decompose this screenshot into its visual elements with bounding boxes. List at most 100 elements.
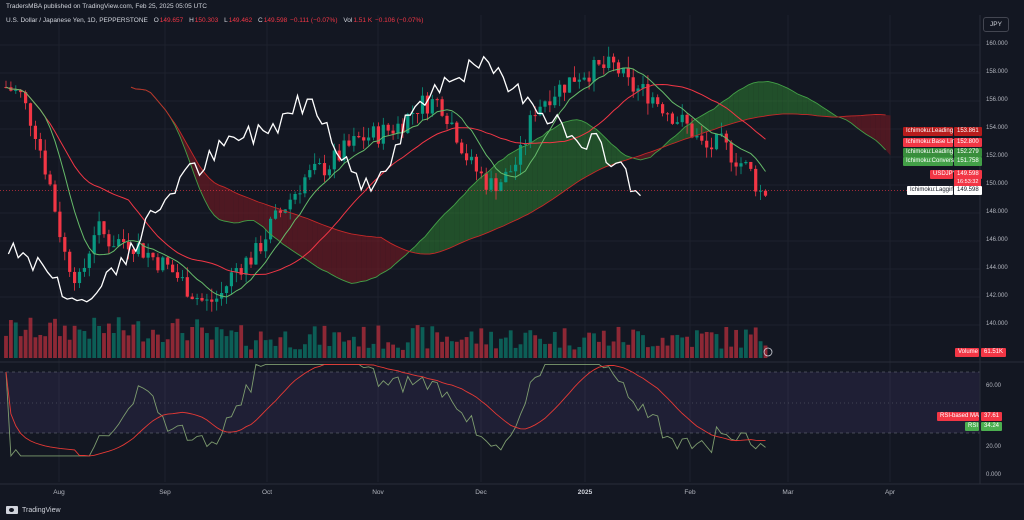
volume-bar: [763, 345, 768, 358]
candle-body: [474, 156, 478, 172]
candle-body: [97, 221, 101, 236]
volume-bar: [190, 326, 195, 358]
volume-bar: [356, 346, 361, 358]
currency-button[interactable]: JPY: [983, 17, 1009, 32]
candle-body: [455, 122, 459, 143]
candle-body: [14, 89, 18, 91]
candle-body: [122, 239, 126, 242]
time-tick-label: Nov: [372, 489, 384, 496]
cloud-segment: [243, 196, 249, 222]
volume-bar: [303, 344, 307, 358]
candle-body: [626, 67, 630, 78]
rsi-tick-label: 0.000: [986, 472, 1002, 478]
volume-bar: [489, 331, 493, 358]
candle-body: [420, 95, 425, 114]
rsi-lines: [5, 363, 766, 458]
cloud-segment: [233, 192, 239, 223]
candle-body: [416, 112, 420, 114]
volume-bar: [9, 320, 13, 358]
candle-body: [504, 171, 508, 183]
candle-body: [205, 299, 209, 301]
candle-body: [112, 246, 116, 248]
volume-bar: [616, 326, 621, 358]
tag-rsi-ma-name: RSI-based MA: [937, 412, 979, 421]
cloud-segment: [719, 100, 724, 128]
ohlc-open-value: 149.657: [159, 17, 184, 24]
volume-bar: [67, 339, 72, 358]
volume-bar: [631, 329, 636, 358]
candle-body: [24, 92, 28, 104]
volume-bar: [317, 344, 322, 358]
volume-bar: [543, 344, 547, 358]
candle-body: [308, 170, 312, 178]
volume-bar: [552, 331, 557, 358]
cloud-segment: [670, 136, 675, 145]
candle-body: [651, 97, 655, 104]
tag-lagging-span-value: 149.598: [954, 186, 982, 195]
candle-body: [646, 84, 650, 104]
volume-bar: [141, 341, 146, 358]
symbol-title: U.S. Dollar / Japanese Yen, 1D, PEPPERST…: [6, 17, 148, 24]
candle-body: [371, 126, 376, 138]
volume-bar: [660, 337, 665, 358]
volume-bar: [146, 338, 150, 358]
lagging-span-line: [7, 55, 641, 303]
volume-bar: [606, 345, 611, 358]
volume-bar: [38, 334, 43, 358]
volume-bar: [391, 344, 395, 358]
volume-bar: [597, 341, 601, 358]
volume-bar: [376, 325, 381, 358]
ohlc-close-value: 149.598: [263, 17, 288, 24]
cloud-segment: [606, 138, 612, 167]
volume-bar: [229, 330, 234, 358]
cloud-segment: [390, 243, 396, 269]
volume-bar: [528, 330, 533, 358]
volume-bar: [704, 331, 709, 358]
cloud-segment: [611, 143, 617, 165]
tag-usdjpy-countdown: 16:53:32: [954, 178, 982, 187]
candle-body: [28, 103, 33, 126]
volume-bar: [484, 344, 489, 358]
tag-rsi-value: 34.24: [981, 422, 1003, 431]
candle-body: [318, 163, 322, 165]
volume-bar: [592, 333, 596, 358]
candle-body: [68, 251, 72, 272]
volume-bar: [327, 346, 332, 358]
candle-body: [641, 84, 645, 89]
candle-body: [126, 241, 131, 250]
volume-bar: [734, 329, 738, 358]
candle-body: [494, 178, 498, 192]
candle-body: [558, 84, 562, 97]
cloud-segment: [346, 232, 352, 284]
candle-body: [661, 104, 665, 114]
candle-body: [386, 124, 390, 131]
candle-body: [229, 272, 233, 287]
cloud-segment: [826, 109, 832, 117]
candle-body: [739, 163, 743, 167]
volume-bar: [156, 334, 160, 358]
candle-body: [714, 133, 719, 150]
rsi-band: [0, 371, 980, 434]
volume-bar: [401, 349, 405, 358]
cloud-segment: [224, 187, 229, 222]
candle-body: [744, 161, 748, 164]
ohlc-close-label: C: [258, 17, 263, 24]
volume-bar: [508, 330, 513, 358]
volume-bar: [332, 332, 337, 358]
cloud-segment: [875, 114, 881, 145]
clock-icon: [763, 347, 773, 357]
volume-bar: [415, 325, 420, 358]
candle-body: [298, 193, 302, 195]
candle-body: [293, 193, 297, 200]
candle-body: [460, 142, 464, 154]
cloud-segment: [322, 224, 327, 272]
candle-body: [48, 174, 52, 185]
candle-body: [278, 210, 282, 213]
volume-bar: [744, 329, 748, 358]
pane-dividers: [0, 15, 1024, 485]
candle-body: [347, 140, 351, 146]
candle-body: [636, 88, 640, 92]
candle-body: [322, 163, 327, 176]
candle-body: [264, 239, 268, 252]
